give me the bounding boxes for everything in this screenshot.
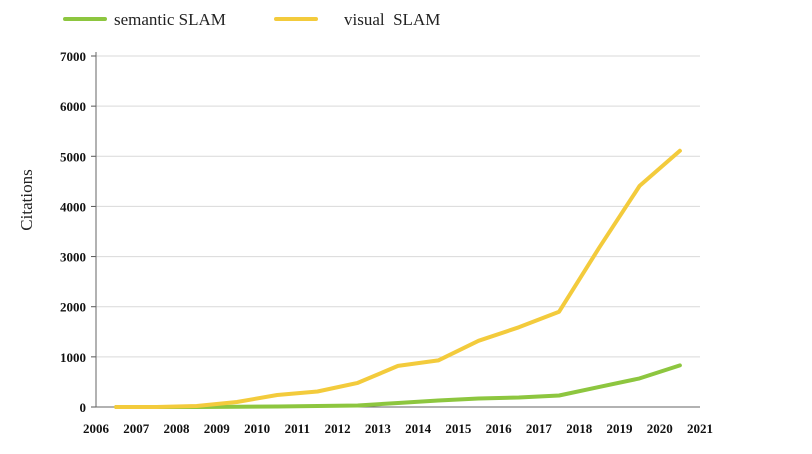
x-tick-label: 2017 (526, 421, 553, 436)
x-tick-label: 2012 (325, 421, 351, 436)
series-lines (116, 151, 680, 407)
y-tick-label: 1000 (60, 350, 86, 365)
legend-label: semantic SLAM (114, 10, 226, 29)
y-tick-label: 2000 (60, 300, 86, 315)
axes (91, 52, 700, 407)
gridlines (96, 56, 700, 357)
x-tick-label: 2018 (566, 421, 593, 436)
y-axis-title: Citations (17, 169, 36, 230)
y-tick-label: 4000 (60, 199, 86, 214)
y-tick-label: 5000 (60, 149, 86, 164)
x-tick-label: 2019 (606, 421, 633, 436)
legend: semantic SLAM visual SLAM (65, 10, 440, 29)
x-tick-labels: 2006 2007 2008 2009 2010 2011 2012 2013 2014 2015… (83, 421, 713, 436)
x-tick-label: 2008 (164, 421, 191, 436)
x-tick-label: 2021 (687, 421, 713, 436)
x-tick-label: 2020 (647, 421, 673, 436)
series-line-semantic-slam (116, 365, 680, 407)
x-tick-label: 2006 (83, 421, 110, 436)
x-tick-label: 2007 (123, 421, 150, 436)
x-tick-label: 2009 (204, 421, 231, 436)
x-tick-label: 2016 (486, 421, 513, 436)
y-tick-label: 7000 (60, 49, 86, 64)
x-tick-label: 2010 (244, 421, 270, 436)
series-line-visual-slam (116, 151, 680, 407)
y-tick-label: 0 (80, 400, 87, 415)
legend-label: visual SLAM (344, 10, 440, 29)
y-tick-label: 3000 (60, 250, 86, 265)
x-tick-label: 2015 (445, 421, 472, 436)
y-tick-labels: 0 1000 2000 3000 4000 5000 6000 7000 (60, 49, 86, 415)
x-tick-label: 2014 (405, 421, 432, 436)
y-tick-label: 6000 (60, 99, 86, 114)
x-tick-label: 2011 (285, 421, 310, 436)
x-tick-label: 2013 (365, 421, 392, 436)
